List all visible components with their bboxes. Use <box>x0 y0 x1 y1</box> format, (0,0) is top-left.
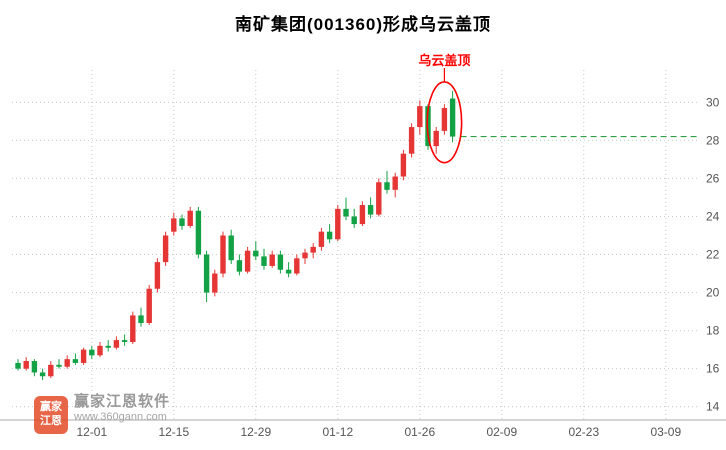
candle <box>162 231 169 266</box>
candle <box>318 227 325 251</box>
candle <box>367 197 374 219</box>
x-tick-label: 12-01 <box>76 425 107 439</box>
candle <box>203 250 210 303</box>
gridlines <box>12 70 700 420</box>
candle <box>121 334 128 346</box>
candle <box>392 172 398 198</box>
candle <box>80 347 87 365</box>
x-tick-label: 01-12 <box>322 425 353 439</box>
watermark-logo-line2: 江恩 <box>40 415 62 427</box>
candle <box>23 357 29 371</box>
candle <box>89 345 95 360</box>
candle <box>31 359 38 377</box>
candle <box>408 123 415 158</box>
y-tick-label: 20 <box>706 286 720 300</box>
x-tick-label: 01-26 <box>404 425 435 439</box>
y-axis-labels: 30 28 26 24 22 20 18 16 14 <box>706 95 720 413</box>
candle <box>400 149 407 181</box>
candle <box>384 170 390 194</box>
candle <box>179 214 185 230</box>
candle <box>294 254 300 276</box>
candle <box>335 205 341 242</box>
candle <box>433 127 439 154</box>
candle <box>277 250 284 274</box>
x-tick-label: 12-15 <box>158 425 189 439</box>
candle <box>220 231 226 278</box>
highlight-ellipse <box>426 81 463 164</box>
x-tick-label: 02-23 <box>568 425 599 439</box>
y-tick-label: 30 <box>706 95 720 109</box>
candle <box>48 361 54 379</box>
chart-title: 南矿集团(001360)形成乌云盖顶 <box>234 15 492 34</box>
x-axis-labels: 12-01 12-15 12-29 01-12 01-26 02-09 02-23 03-09 <box>76 425 681 439</box>
candle <box>253 241 259 261</box>
candle <box>236 254 243 276</box>
candle <box>64 355 70 369</box>
candle <box>212 269 218 297</box>
candle <box>154 258 161 293</box>
y-tick-label: 16 <box>706 362 720 376</box>
candle <box>326 224 333 244</box>
candle <box>359 201 366 226</box>
candle <box>269 250 275 268</box>
candle <box>285 262 292 278</box>
candle <box>449 90 456 143</box>
y-tick-label: 14 <box>706 400 720 414</box>
watermark-logo-line1: 赢家 <box>40 401 62 414</box>
candle <box>376 178 382 217</box>
candle <box>56 359 62 369</box>
candle <box>15 359 21 371</box>
watermark-logo: 赢家 江恩 <box>34 396 68 434</box>
y-tick-label: 26 <box>706 171 720 185</box>
x-tick-label: 12-29 <box>240 425 271 439</box>
candle <box>72 353 79 365</box>
candle <box>97 342 103 358</box>
candle <box>195 206 202 259</box>
candle <box>302 248 308 265</box>
candle <box>187 206 193 228</box>
candle <box>228 229 234 265</box>
candle <box>343 197 349 221</box>
candle <box>351 208 357 228</box>
candle <box>417 100 423 135</box>
pattern-annotation: 乌云盖顶 <box>418 53 471 68</box>
watermark-brand: 赢家江恩软件 <box>74 393 171 410</box>
candle <box>171 212 177 236</box>
candle <box>130 311 136 344</box>
candle <box>261 248 267 270</box>
candle <box>310 243 316 259</box>
y-tick-label: 24 <box>706 209 720 223</box>
candle <box>113 336 120 350</box>
x-tick-label: 03-09 <box>650 425 681 439</box>
x-tick-label: 02-09 <box>486 425 517 439</box>
y-tick-label: 22 <box>706 248 720 262</box>
candle <box>39 368 46 381</box>
candle <box>244 246 251 274</box>
y-tick-label: 18 <box>706 324 720 338</box>
candle <box>105 340 111 352</box>
watermark-url: www.360gann.com <box>74 411 167 423</box>
candles <box>15 90 456 381</box>
candle <box>441 104 448 135</box>
candle <box>138 307 144 327</box>
y-tick-label: 28 <box>706 133 720 147</box>
candle <box>146 284 152 325</box>
